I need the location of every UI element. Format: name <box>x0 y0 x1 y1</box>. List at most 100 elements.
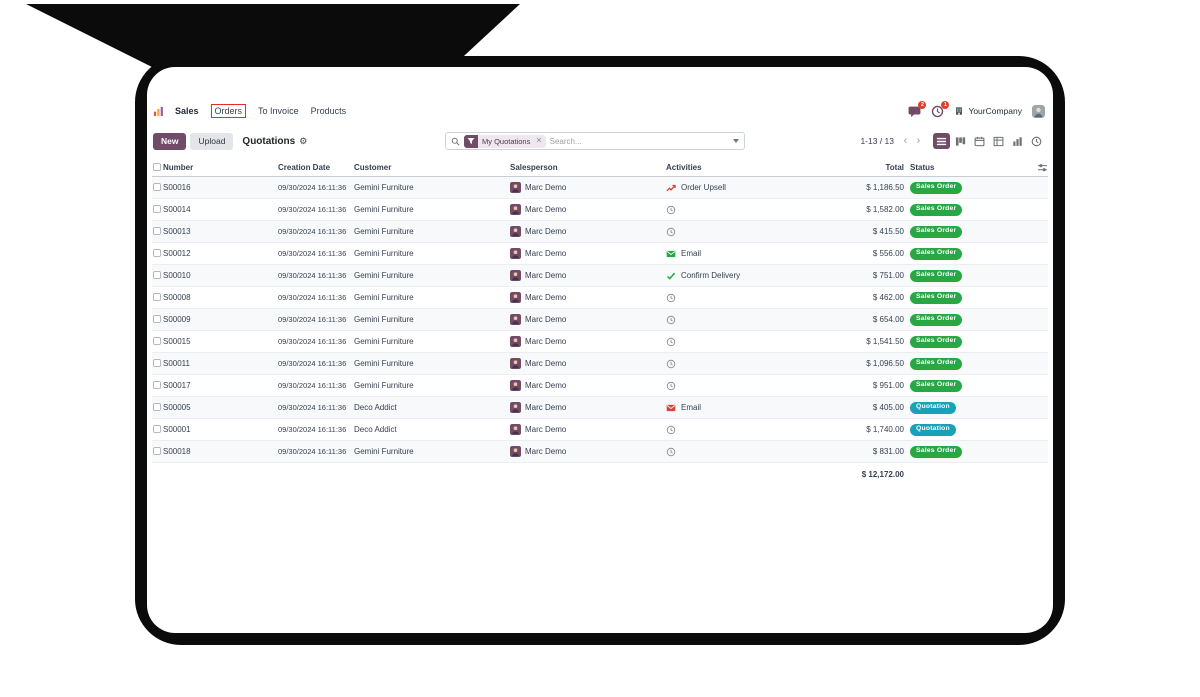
row-checkbox[interactable] <box>153 204 161 213</box>
table-row[interactable]: S00010 09/30/2024 16:11:36 Gemini Furnit… <box>152 265 1048 287</box>
view-pivot-button[interactable] <box>990 133 1007 149</box>
table-row[interactable]: S00009 09/30/2024 16:11:36 Gemini Furnit… <box>152 309 1048 331</box>
row-checkbox[interactable] <box>153 226 161 235</box>
salesperson-avatar <box>510 402 521 413</box>
upload-button[interactable]: Upload <box>190 132 234 150</box>
select-all-checkbox[interactable] <box>153 163 161 171</box>
activity-cell[interactable] <box>666 425 827 435</box>
row-checkbox[interactable] <box>153 380 161 389</box>
salesperson-cell: Marc Demo <box>510 292 666 303</box>
row-checkbox[interactable] <box>153 424 161 433</box>
row-checkbox[interactable] <box>153 292 161 301</box>
table-row[interactable]: S00005 09/30/2024 16:11:36 Deco Addict M… <box>152 397 1048 419</box>
row-checkbox[interactable] <box>153 314 161 323</box>
activity-cell[interactable] <box>666 293 827 303</box>
row-checkbox[interactable] <box>153 182 161 191</box>
order-total: $ 751.00 <box>872 271 904 280</box>
salesperson-avatar <box>510 248 521 259</box>
activity-cell[interactable]: Confirm Delivery <box>666 271 827 281</box>
filter-funnel-icon <box>464 134 478 148</box>
table-row[interactable]: S00012 09/30/2024 16:11:36 Gemini Furnit… <box>152 243 1048 265</box>
order-total: $ 1,186.50 <box>866 183 904 192</box>
action-gear-icon[interactable]: ⚙ <box>299 135 308 146</box>
row-checkbox[interactable] <box>153 446 161 455</box>
row-checkbox[interactable] <box>153 336 161 345</box>
salesperson-avatar <box>510 446 521 457</box>
salesperson-name: Marc Demo <box>525 359 567 368</box>
salesperson-cell: Marc Demo <box>510 446 666 457</box>
activity-cell[interactable] <box>666 447 827 457</box>
row-checkbox[interactable] <box>153 270 161 279</box>
menu-to-invoice[interactable]: To Invoice <box>258 106 299 116</box>
activities-icon[interactable]: 1 <box>931 100 950 118</box>
table-row[interactable]: S00018 09/30/2024 16:11:36 Gemini Furnit… <box>152 441 1048 463</box>
pager-value[interactable]: 1-13 / 13 <box>860 136 894 146</box>
activity-cell[interactable] <box>666 205 827 215</box>
status-badge: Sales Order <box>910 181 963 194</box>
column-header-salesperson[interactable]: Salesperson <box>510 162 558 172</box>
order-total: $ 462.00 <box>872 293 904 302</box>
activity-cell[interactable] <box>666 359 827 369</box>
table-row[interactable]: S00016 09/30/2024 16:11:36 Gemini Furnit… <box>152 177 1048 199</box>
view-kanban-button[interactable] <box>952 133 969 149</box>
column-header-total[interactable]: Total <box>885 162 904 172</box>
activity-cell[interactable] <box>666 337 827 347</box>
activity-icon <box>666 293 678 303</box>
salesperson-name: Marc Demo <box>525 315 567 324</box>
messages-icon[interactable]: 2 <box>908 100 927 118</box>
table-row[interactable]: S00001 09/30/2024 16:11:36 Deco Addict M… <box>152 419 1048 441</box>
salesperson-name: Marc Demo <box>525 249 567 258</box>
company-name: YourCompany <box>968 106 1022 116</box>
row-checkbox[interactable] <box>153 248 161 257</box>
table-row[interactable]: S00013 09/30/2024 16:11:36 Gemini Furnit… <box>152 221 1048 243</box>
view-activity-button[interactable] <box>1028 133 1045 149</box>
pager-next-button[interactable]: › <box>912 133 925 149</box>
customer-name: Gemini Furniture <box>354 447 414 456</box>
order-total: $ 1,096.50 <box>866 359 904 368</box>
activity-cell[interactable] <box>666 381 827 391</box>
activity-cell[interactable] <box>666 315 827 325</box>
creation-date: 09/30/2024 16:11:36 <box>278 183 347 192</box>
salesperson-avatar <box>510 270 521 281</box>
row-checkbox[interactable] <box>153 358 161 367</box>
activity-cell[interactable]: Email <box>666 403 827 413</box>
view-graph-button[interactable] <box>1009 133 1026 149</box>
order-total: $ 831.00 <box>872 447 904 456</box>
menu-products[interactable]: Products <box>310 106 347 116</box>
company-switcher[interactable]: YourCompany <box>954 106 1022 116</box>
activity-cell[interactable]: Order Upsell <box>666 183 827 193</box>
row-checkbox[interactable] <box>153 402 161 411</box>
search-input[interactable] <box>549 136 727 146</box>
column-header-status[interactable]: Status <box>910 162 935 172</box>
order-number: S00016 <box>163 183 191 192</box>
table-row[interactable]: S00014 09/30/2024 16:11:36 Gemini Furnit… <box>152 199 1048 221</box>
facet-remove-icon[interactable]: × <box>536 135 542 145</box>
search-dropdown-caret-icon[interactable] <box>733 139 739 143</box>
table-row[interactable]: S00011 09/30/2024 16:11:36 Gemini Furnit… <box>152 353 1048 375</box>
column-header-number[interactable]: Number <box>163 162 194 172</box>
new-button[interactable]: New <box>153 132 187 150</box>
pager-previous-button[interactable]: ‹ <box>899 133 912 149</box>
order-total: $ 1,582.00 <box>866 205 904 214</box>
table-row[interactable]: S00015 09/30/2024 16:11:36 Gemini Furnit… <box>152 331 1048 353</box>
view-calendar-button[interactable] <box>971 133 988 149</box>
menu-sales[interactable]: Sales <box>175 106 199 116</box>
optional-columns-icon[interactable] <box>1037 162 1048 173</box>
column-header-creation-date[interactable]: Creation Date <box>278 162 331 172</box>
user-avatar[interactable] <box>1032 104 1045 118</box>
view-list-button[interactable] <box>933 133 950 149</box>
search-bar[interactable]: My Quotations × <box>445 132 745 150</box>
sales-app-icon[interactable] <box>153 106 164 117</box>
menu-orders[interactable]: Orders <box>210 104 247 118</box>
column-header-activities[interactable]: Activities <box>666 162 702 172</box>
customer-name: Gemini Furniture <box>354 381 414 390</box>
order-total: $ 1,541.50 <box>866 337 904 346</box>
activity-cell[interactable] <box>666 227 827 237</box>
table-row[interactable]: S00008 09/30/2024 16:11:36 Gemini Furnit… <box>152 287 1048 309</box>
table-row[interactable]: S00017 09/30/2024 16:11:36 Gemini Furnit… <box>152 375 1048 397</box>
activity-cell[interactable]: Email <box>666 249 827 259</box>
filter-facet[interactable]: My Quotations × <box>464 134 546 148</box>
list-header-row: Number Creation Date Customer Salesperso… <box>152 158 1048 177</box>
column-header-customer[interactable]: Customer <box>354 162 392 172</box>
